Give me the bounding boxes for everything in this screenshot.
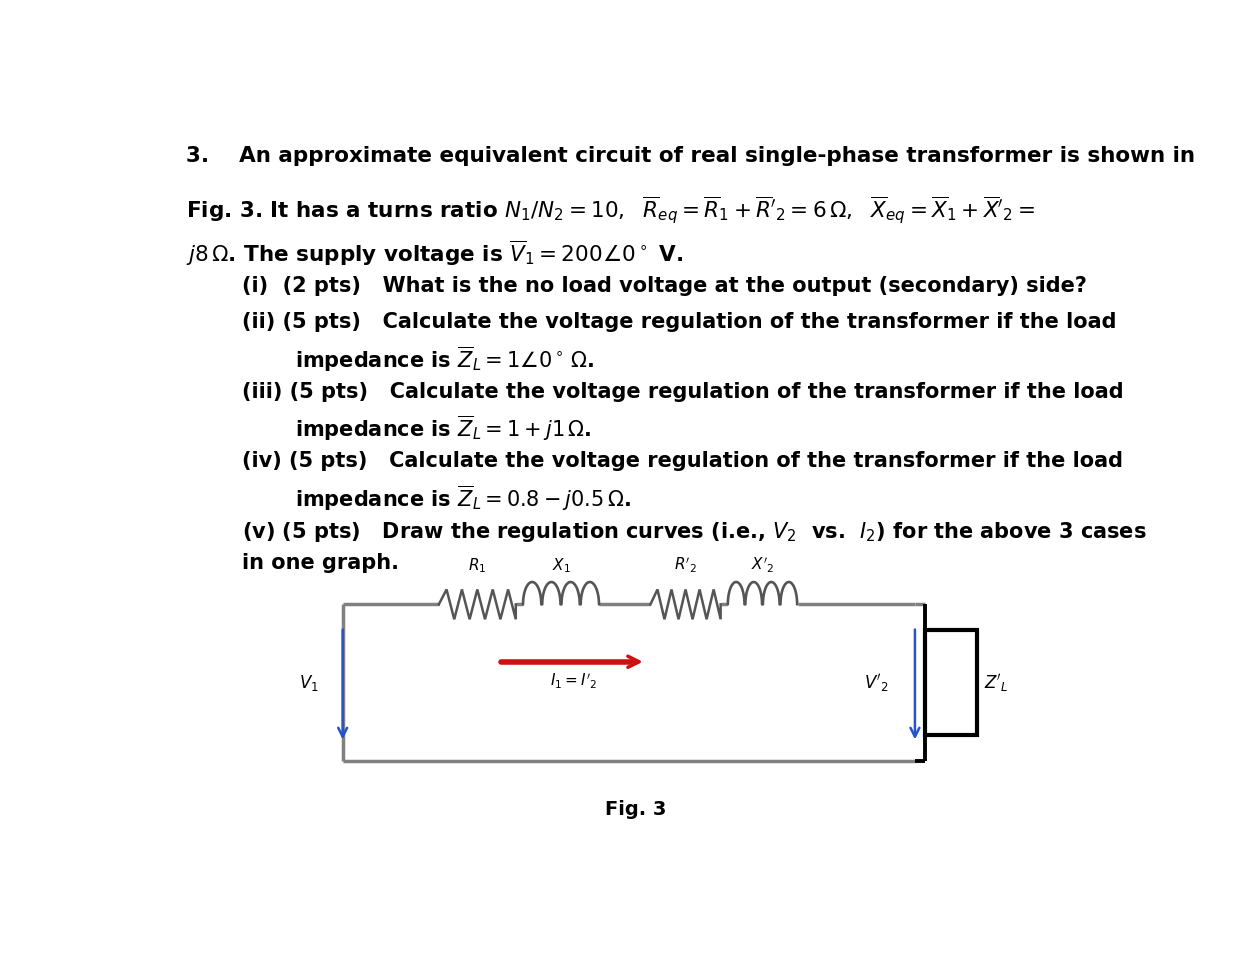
Text: Fig. 3: Fig. 3	[606, 801, 666, 819]
Text: $Z'_L$: $Z'_L$	[984, 672, 1009, 694]
Text: (iv) (5 pts)   Calculate the voltage regulation of the transformer if the load: (iv) (5 pts) Calculate the voltage regul…	[242, 451, 1123, 470]
Text: $R_1$: $R_1$	[468, 556, 486, 575]
Text: in one graph.: in one graph.	[242, 553, 398, 573]
Text: $X'_2$: $X'_2$	[751, 556, 774, 575]
Text: (ii) (5 pts)   Calculate the voltage regulation of the transformer if the load: (ii) (5 pts) Calculate the voltage regul…	[242, 313, 1116, 332]
Text: $j8\,\Omega$. The supply voltage is $\overline{V}_1 = 200\angle0^\circ$ V.: $j8\,\Omega$. The supply voltage is $\ov…	[186, 239, 683, 268]
Text: (i)  (2 pts)   What is the no load voltage at the output (secondary) side?: (i) (2 pts) What is the no load voltage …	[242, 276, 1087, 295]
Text: impedance is $\overline{Z}_L = 1\angle0^\circ\,\Omega$.: impedance is $\overline{Z}_L = 1\angle0^…	[294, 345, 594, 375]
Text: $V'_2$: $V'_2$	[864, 672, 889, 694]
Bar	[925, 630, 978, 735]
Text: $I_1 = I'_2$: $I_1 = I'_2$	[550, 672, 597, 691]
Text: $R'_2$: $R'_2$	[674, 556, 697, 575]
Text: 3.    An approximate equivalent circuit of real single-phase transformer is show: 3. An approximate equivalent circuit of …	[186, 146, 1195, 166]
Text: impedance is $\overline{Z}_L = 0.8 - j0.5\,\Omega$.: impedance is $\overline{Z}_L = 0.8 - j0.…	[294, 484, 630, 513]
Text: $X_1$: $X_1$	[551, 556, 571, 575]
Text: impedance is $\overline{Z}_L = 1 + j1\,\Omega$.: impedance is $\overline{Z}_L = 1 + j1\,\…	[294, 414, 591, 443]
Text: (iii) (5 pts)   Calculate the voltage regulation of the transformer if the load: (iii) (5 pts) Calculate the voltage regu…	[242, 381, 1123, 402]
Text: Fig. 3. It has a turns ratio $N_1/N_2 = 10,\ \ \overline{R}_{eq} = \overline{R}_: Fig. 3. It has a turns ratio $N_1/N_2 = …	[186, 195, 1035, 227]
Text: (v) (5 pts)   Draw the regulation curves (i.e., $V_2$  vs.  $I_2$) for the above: (v) (5 pts) Draw the regulation curves (…	[242, 520, 1147, 544]
Text: $V_1$: $V_1$	[299, 673, 319, 693]
